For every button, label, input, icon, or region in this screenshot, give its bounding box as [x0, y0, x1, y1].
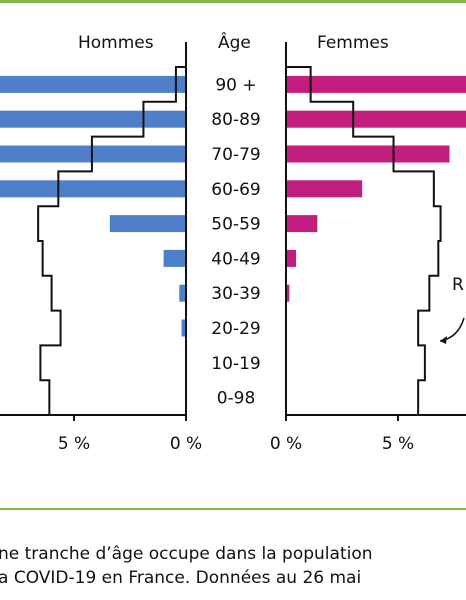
x-tick-labels-group: 5 % 0 % 0 % 5 %	[58, 434, 414, 454]
women-bar	[286, 180, 363, 198]
men-bar	[179, 284, 186, 302]
men-bar	[0, 180, 186, 198]
caption-line-1: ne tranche d’âge occupe dans la populati…	[0, 544, 373, 564]
age-category-label: 20-29	[211, 319, 260, 339]
age-category-label: 80-89	[211, 110, 260, 130]
x-tick-label: 0 %	[170, 434, 202, 454]
outline-annotation-label: R	[452, 275, 464, 295]
x-tick-label: 0 %	[270, 434, 302, 454]
women-bar	[286, 110, 466, 128]
men-header: Hommes	[78, 33, 154, 53]
x-tick-label: 5 %	[58, 434, 90, 454]
population-outlines	[37, 66, 442, 416]
axes-group	[0, 42, 466, 421]
women-bar	[286, 284, 290, 302]
age-category-label: 0-98	[217, 389, 256, 409]
age-category-label: 90 +	[215, 75, 256, 95]
men-bar	[109, 215, 186, 233]
age-category-label: 30-39	[211, 284, 260, 304]
women-bar	[286, 215, 318, 233]
women-bar	[286, 145, 450, 163]
age-category-label: 50-59	[211, 215, 260, 235]
age-category-label: 40-49	[211, 249, 260, 269]
annotation-arrow	[439, 317, 465, 342]
age-category-label: 10-19	[211, 354, 260, 374]
annotation-arrowhead	[440, 336, 447, 344]
women-bar	[286, 249, 297, 267]
frame-top-border	[0, 0, 466, 3]
age-header: Âge	[218, 33, 251, 53]
frame-bottom-border	[0, 508, 466, 510]
age-labels-group: 90 + 80-89 70-79 60-69 50-59 40-49 30-39 20-29 1…	[211, 75, 260, 408]
men-bars-group	[0, 75, 186, 337]
x-tick-label: 5 %	[382, 434, 414, 454]
men-bar	[0, 145, 186, 163]
women-bar	[286, 75, 466, 93]
men-population-outline	[37, 66, 186, 416]
age-category-label: 70-79	[211, 145, 260, 165]
men-bar	[0, 75, 186, 93]
population-pyramid-chart: 90 + 80-89 70-79 60-69 50-59 40-49 30-39 20-29 1…	[0, 42, 466, 454]
age-category-label: 60-69	[211, 180, 260, 200]
men-bar	[0, 110, 186, 128]
women-header: Femmes	[317, 33, 389, 53]
women-bars-group	[286, 75, 466, 302]
men-bar	[181, 319, 186, 337]
figure-caption: ne tranche d’âge occupe dans la populati…	[0, 542, 464, 590]
caption-line-2: a COVID-19 en France. Données au 26 mai	[0, 568, 362, 588]
men-bar	[163, 249, 186, 267]
women-population-outline	[286, 66, 442, 416]
